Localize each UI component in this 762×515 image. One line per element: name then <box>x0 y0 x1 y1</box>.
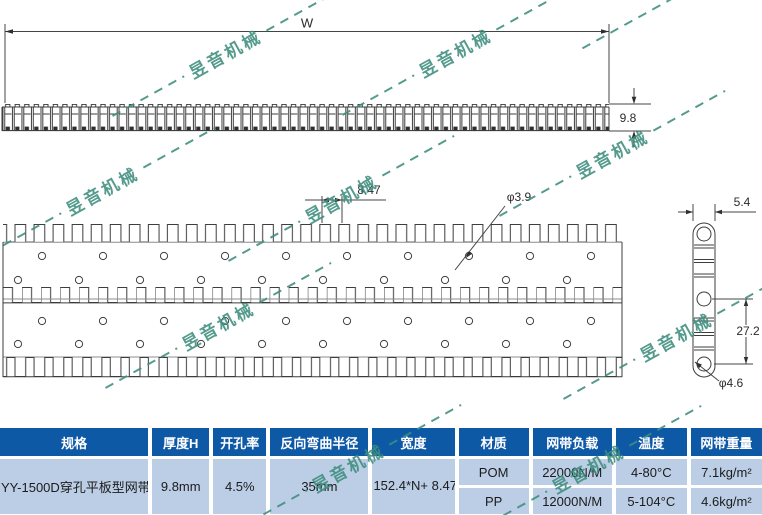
cell-material-1: PP <box>458 488 529 514</box>
cell-thickness: 9.8mm <box>152 459 210 514</box>
dim-label-edge-width: 5.4 <box>733 195 751 209</box>
cell-temp-1: 5-104°C <box>615 488 687 514</box>
col-header-bend-radius: 反向弯曲半径 <box>270 428 369 456</box>
cell-temp-0: 4-80°C <box>615 459 687 485</box>
col-header-spec: 规格 <box>0 428 149 456</box>
dim-label-pitch: 8.47 <box>357 183 381 197</box>
col-header-weight: 网带重量 <box>690 428 762 456</box>
dim-width <box>4 24 610 103</box>
dim-label-hole-bottom: φ4.6 <box>718 376 744 390</box>
cell-weight-1: 4.6kg/m² <box>690 488 762 514</box>
table-row: YY-1500D穿孔平板型网带 9.8mm 4.5% 35mm 152.4*N+… <box>0 459 762 514</box>
belt-edge-profile <box>692 222 716 378</box>
col-header-thickness: 厚度H <box>152 428 210 456</box>
col-header-load: 网带负载 <box>532 428 612 456</box>
belt-side-view <box>1 104 610 132</box>
cell-model: YY-1500D穿孔平板型网带 <box>0 459 149 514</box>
dim-thickness <box>609 88 651 147</box>
cell-weight-0: 7.1kg/m² <box>690 459 762 485</box>
table-header-row: 规格 厚度H 开孔率 反向弯曲半径 宽度 材质 网带负载 温度 网带重量 <box>0 428 762 456</box>
cell-material-0: POM <box>458 459 529 485</box>
cell-width-formula: 152.4*N+ 8.47*n <box>372 459 455 514</box>
dim-pitch <box>305 196 386 223</box>
col-header-open-rate: 开孔率 <box>213 428 267 456</box>
dim-edge-width <box>678 204 756 221</box>
cell-load-0: 22000N/M <box>532 459 612 485</box>
col-header-temperature: 温度 <box>615 428 687 456</box>
dim-label-width: W <box>300 15 314 31</box>
cell-load-1: 12000N/M <box>532 488 612 514</box>
spec-table: 规格 厚度H 开孔率 反向弯曲半径 宽度 材质 网带负载 温度 网带重量 YY-… <box>0 425 762 515</box>
col-header-width: 宽度 <box>372 428 455 456</box>
dim-label-hinge-span: 27.2 <box>734 324 762 338</box>
dim-bottom-hole-leader <box>694 361 720 382</box>
col-header-material: 材质 <box>458 428 529 456</box>
cell-open-rate: 4.5% <box>213 459 267 514</box>
dim-label-thickness: 9.8 <box>619 111 637 125</box>
dim-label-hole-top: φ3.9 <box>506 190 532 204</box>
belt-plan-view <box>2 224 623 378</box>
dim-hole-leader <box>454 205 506 271</box>
cell-bend-radius: 35mm <box>270 459 369 514</box>
